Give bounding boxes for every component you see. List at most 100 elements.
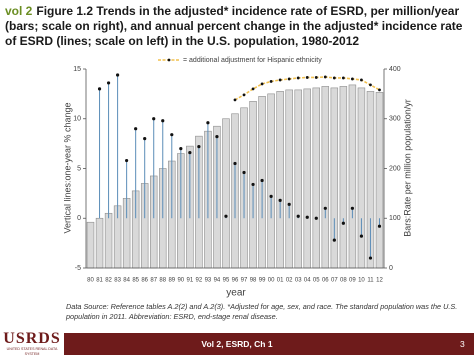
- line-dot: [369, 83, 372, 87]
- stem-dot: [125, 158, 129, 163]
- y-tick-label: 10: [73, 116, 81, 123]
- bar: [267, 93, 275, 269]
- x-tick-label: 85: [132, 278, 139, 284]
- stem-dot: [224, 214, 228, 218]
- x-tick-label: 97: [241, 278, 248, 284]
- legend-label: = additional adjustment for Hispanic eth…: [183, 57, 322, 64]
- line-dot: [378, 88, 381, 92]
- stem-dot: [233, 161, 237, 166]
- y-tick-label: 15: [73, 66, 81, 73]
- line-dot: [350, 77, 354, 81]
- x-tick-label: 83: [114, 278, 121, 284]
- stem-dot: [305, 215, 309, 219]
- x-tick-label: 92: [196, 278, 203, 284]
- line-dot: [278, 78, 282, 82]
- stem-dot: [152, 117, 156, 121]
- bar: [348, 84, 357, 269]
- y2-tick-label: 100: [389, 215, 401, 222]
- stem-dot: [161, 119, 165, 123]
- x-tick-label: 08: [340, 278, 347, 284]
- line-dot: [323, 75, 327, 79]
- bar: [312, 87, 321, 269]
- bar: [104, 212, 113, 269]
- x-tick-label: 93: [205, 278, 212, 284]
- x-tick-label: 02: [286, 278, 293, 284]
- y2-axis-title: Bars:Rate per million population/yr: [402, 99, 412, 237]
- y2-tick-label: 400: [389, 66, 401, 73]
- x-tick-label: 86: [141, 278, 148, 284]
- stem-dot: [143, 137, 147, 141]
- footer-bar: [0, 333, 474, 355]
- y2-tick-label: 200: [389, 165, 401, 172]
- stem-dot: [116, 73, 120, 77]
- stem-dot: [170, 133, 174, 137]
- x-tick-label: 03: [295, 278, 302, 284]
- x-tick-label: 87: [150, 278, 157, 284]
- stem-dot: [323, 206, 327, 210]
- y-tick-label: 0: [77, 215, 81, 222]
- slide-title: vol 2 Figure 1.2 Trends in the adjusted* …: [5, 4, 470, 49]
- bar: [339, 86, 348, 269]
- stem-dot: [251, 182, 255, 187]
- logo-text: USRDS: [3, 330, 61, 347]
- y2-tick-label: 0: [389, 265, 393, 272]
- stem-dot: [332, 238, 336, 242]
- stem-dot: [269, 194, 273, 198]
- chart: year Vertical lines:one-year % change Ba…: [62, 57, 412, 299]
- stem-dot: [206, 121, 210, 125]
- x-tick-label: 12: [376, 278, 383, 284]
- x-tick-label: 81: [96, 278, 103, 284]
- x-tick-label: 95: [223, 278, 230, 284]
- bar: [321, 86, 330, 269]
- bar: [222, 118, 230, 269]
- x-tick-label: 09: [349, 278, 356, 284]
- x-tick-label: 82: [105, 278, 112, 284]
- x-tick-label: 99: [259, 278, 266, 284]
- x-tick-label: 80: [87, 278, 94, 284]
- line-dot: [341, 76, 345, 80]
- y2-tick-label: 300: [389, 116, 401, 123]
- x-tick-label: 11: [367, 278, 374, 284]
- stem-dot: [97, 87, 102, 91]
- line-dot: [269, 80, 273, 83]
- stem-dot: [368, 256, 373, 260]
- x-tick-label: 05: [313, 278, 320, 284]
- figure-title: Figure 1.2 Trends in the adjusted* incid…: [5, 4, 463, 48]
- line-dot: [314, 76, 318, 79]
- x-tick-label: 88: [159, 278, 166, 284]
- line-dot: [242, 93, 246, 97]
- bar: [276, 91, 284, 269]
- x-tick-label: 98: [250, 278, 257, 284]
- x-tick-label: 84: [123, 278, 130, 284]
- x-tick-label: 04: [304, 278, 311, 284]
- line-dot: [305, 76, 309, 79]
- logo: USRDS UNITED STATES RENAL DATA SYSTEM: [0, 330, 64, 356]
- x-tick-label: 89: [168, 278, 175, 284]
- y-axis-title: Vertical lines:one-year % change: [62, 102, 72, 233]
- stem-dot: [359, 234, 364, 238]
- line-dot: [233, 98, 237, 102]
- bar: [357, 87, 366, 269]
- volume: vol 2: [5, 4, 33, 18]
- stem-dot: [242, 170, 246, 175]
- x-tick-label: 96: [232, 278, 239, 284]
- stem-dot: [377, 224, 382, 228]
- stem-dot: [260, 178, 264, 183]
- x-tick-label: 07: [331, 278, 338, 284]
- stem-dot: [350, 206, 354, 210]
- x-tick-label: 01: [277, 278, 284, 284]
- x-tick-label: 94: [214, 278, 221, 284]
- line-dot: [360, 78, 363, 82]
- stem-dot: [314, 216, 318, 220]
- legend-dot: [167, 58, 171, 62]
- stem-dot: [341, 221, 345, 225]
- stem-dot: [278, 198, 282, 202]
- y-tick-label: -5: [75, 265, 81, 272]
- page-number: 3: [460, 339, 465, 349]
- bar: [294, 89, 302, 269]
- stem-dot: [134, 127, 138, 131]
- stem-dot: [287, 202, 291, 206]
- stem-dot: [106, 81, 111, 85]
- bar: [285, 89, 293, 269]
